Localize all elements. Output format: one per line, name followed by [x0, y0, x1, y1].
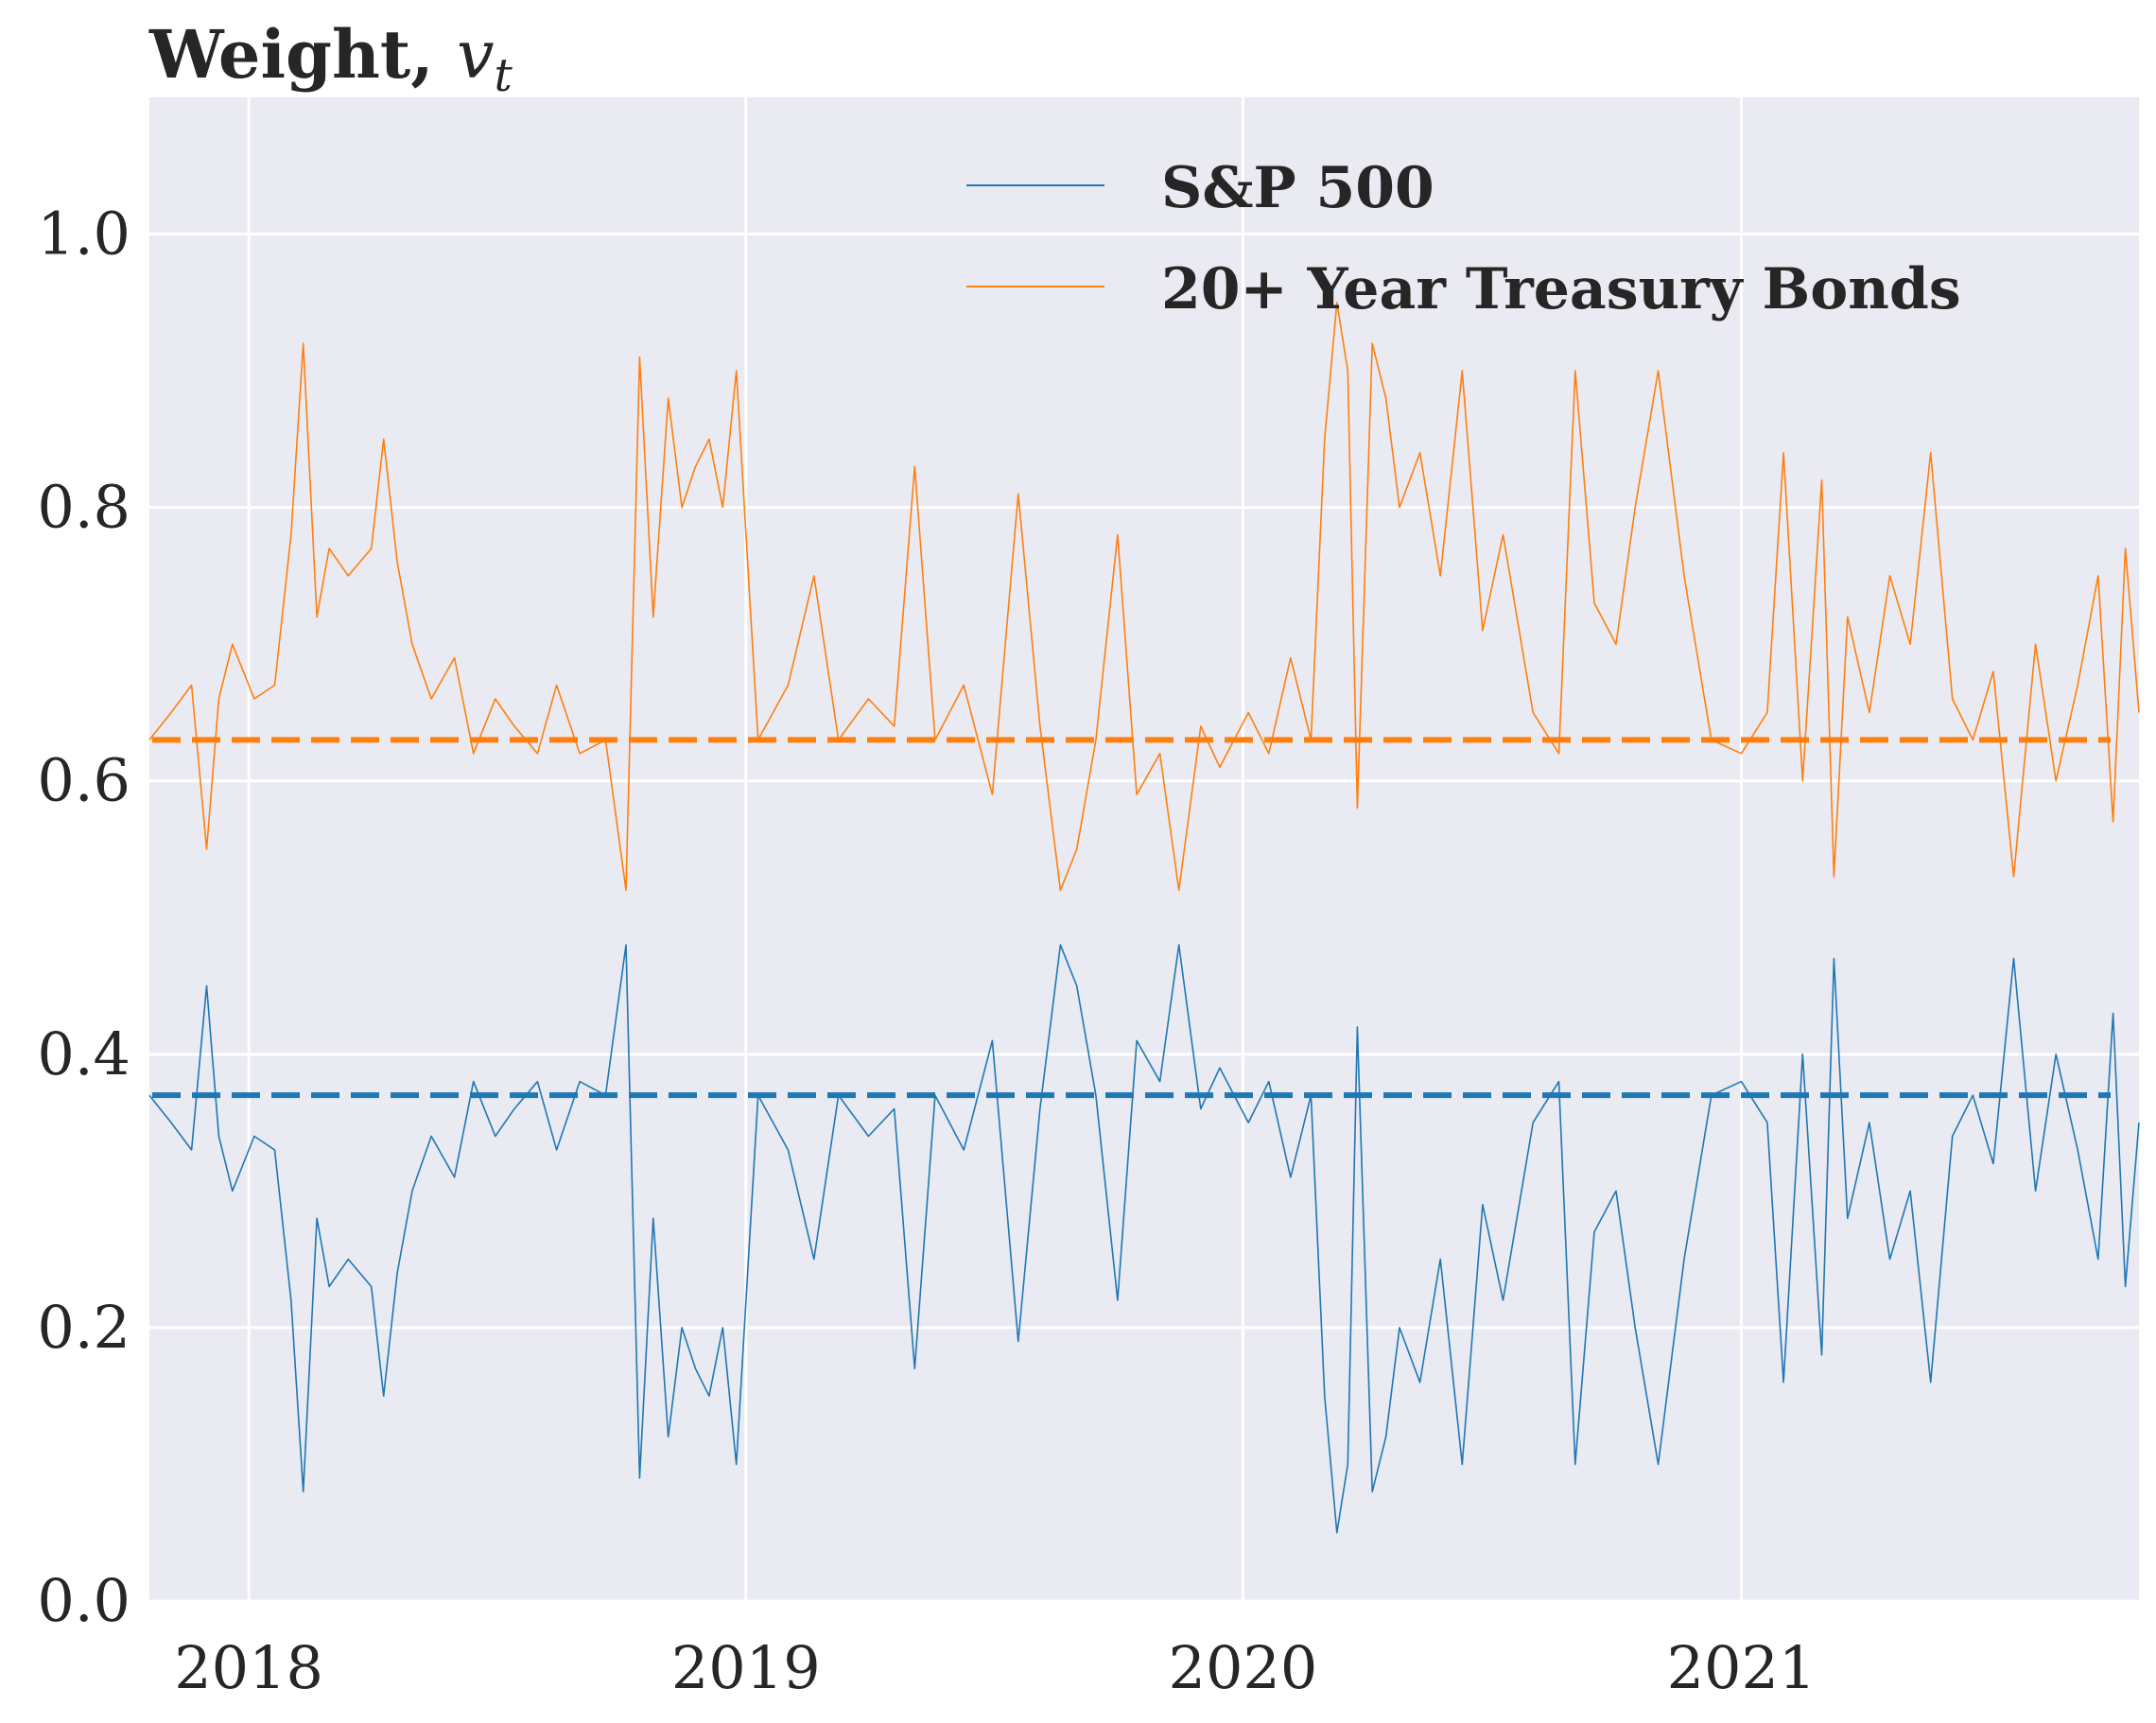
series-line-sp500 [148, 944, 2140, 1534]
x-tick-label: 2021 [1667, 1633, 1817, 1702]
y-tick-label: 0.4 [37, 1019, 130, 1088]
x-tick-label: 2020 [1169, 1633, 1318, 1702]
legend-label-sp500: S&P 500 [1161, 155, 1434, 221]
legend-label-treasury: 20+ Year Treasury Bonds [1161, 256, 1961, 322]
legend: S&P 500 20+ Year Treasury Bonds [966, 155, 1961, 322]
y-tick-label: 1.0 [37, 200, 130, 269]
y-tick-label: 0.8 [37, 473, 130, 542]
series-lines [148, 301, 2140, 1534]
y-tick-label: 0.0 [37, 1566, 130, 1635]
grid [149, 97, 2139, 1603]
series-line-treasury [148, 301, 2140, 892]
x-tick-label: 2019 [671, 1633, 821, 1702]
y-tick-label: 0.6 [37, 746, 130, 815]
chart-title: Weight, vt [148, 15, 513, 102]
y-axis: 0.0 0.2 0.4 0.6 0.8 1.0 [37, 200, 130, 1635]
plot-area [149, 97, 2139, 1601]
y-tick-label: 0.2 [37, 1293, 130, 1362]
x-axis: 2018 2019 2020 2021 [174, 1633, 1816, 1702]
x-tick-label: 2018 [174, 1633, 323, 1702]
